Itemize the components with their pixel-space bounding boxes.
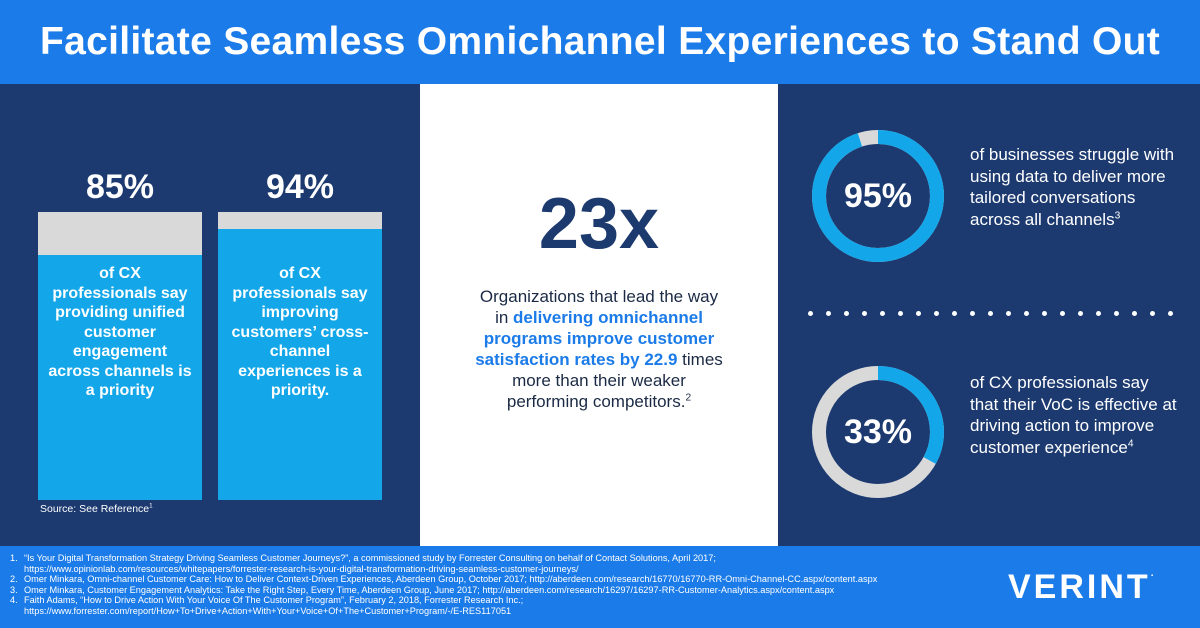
divider-dot: [1042, 311, 1047, 316]
multiplier-stat: 23x: [538, 184, 660, 264]
center-stat-card: 23x Organizations that lead the way in d…: [420, 84, 778, 546]
dotted-divider: [808, 311, 1176, 317]
divider-dot: [916, 311, 921, 316]
bar-fill: [218, 229, 382, 500]
reference-item: 1. “Is Your Digital Transformation Strate…: [10, 553, 716, 574]
divider-dot: [862, 311, 867, 316]
stat-bar-1: 85% of CX professionals say providing un…: [38, 168, 202, 500]
divider-dot: [844, 311, 849, 316]
divider-dot: [934, 311, 939, 316]
divider-dot: [970, 311, 975, 316]
divider-dot: [898, 311, 903, 316]
bar-fill: [38, 255, 202, 500]
footer-banner: [0, 546, 1200, 628]
divider-dot: [1096, 311, 1101, 316]
references-list: 1. “Is Your Digital Transformation Strate…: [10, 553, 970, 617]
header-banner: Facilitate Seamless Omnichannel Experien…: [0, 0, 1200, 84]
divider-dot: [808, 311, 813, 316]
donut-value: 95%: [843, 176, 913, 215]
donut-chart-1: 95%: [808, 126, 948, 266]
stat-bar-2: 94% of CX professionals say improving cu…: [218, 168, 382, 500]
stat-bar-percent: 94%: [265, 168, 335, 206]
bar-track: [218, 212, 382, 500]
divider-dot: [1114, 311, 1119, 316]
divider-dot: [952, 311, 957, 316]
donut-chart-2: 33%: [808, 362, 948, 502]
divider-dot: [1024, 311, 1029, 316]
reference-item: 3. Omer Minkara, Customer Engagement Anal…: [10, 584, 835, 595]
divider-dot: [1078, 311, 1083, 316]
stat-bar-percent: 85%: [85, 168, 155, 206]
multiplier-description: Organizations that lead the way in deliv…: [475, 287, 723, 411]
donut-text-1: of businesses struggle with using data t…: [970, 145, 1175, 229]
page-title: Facilitate Seamless Omnichannel Experien…: [40, 20, 1160, 63]
divider-dot: [1150, 311, 1155, 316]
stat-bar-text: of CX professionals say providing unifie…: [48, 265, 192, 399]
divider-dot: [1132, 311, 1137, 316]
stat-bar-text: of CX professionals say improving custom…: [231, 265, 369, 399]
divider-dot: [880, 311, 885, 316]
divider-dot: [988, 311, 993, 316]
reference-item: 2. Omer Minkara, Omni-channel Customer Ca…: [10, 574, 878, 585]
divider-dot: [1168, 311, 1173, 316]
donut-text-2: of CX professionals say that their VoC i…: [970, 373, 1177, 457]
verint-logo: VERINT.: [1008, 568, 1154, 606]
bar-track: [38, 212, 202, 500]
divider-dot: [1006, 311, 1011, 316]
donut-value: 33%: [843, 412, 913, 451]
reference-item: 4. Faith Adams, “How to Drive Action With…: [10, 595, 524, 616]
divider-dot: [826, 311, 831, 316]
source-note: Source: See Reference1: [40, 502, 153, 515]
divider-dot: [1060, 311, 1065, 316]
